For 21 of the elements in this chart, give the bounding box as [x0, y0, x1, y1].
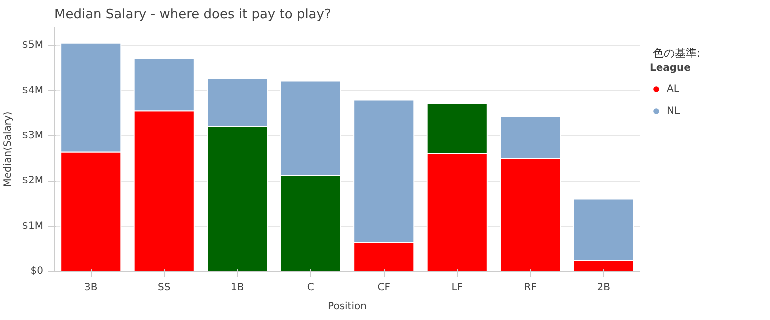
x-tick-label: 3B	[84, 282, 98, 294]
x-tick-label: SS	[158, 282, 171, 294]
x-tick-label: LF	[452, 282, 464, 294]
x-axis-title: Position	[328, 302, 367, 312]
chart-title: Median Salary - where does it pay to play?	[54, 8, 332, 22]
text: 色の基準:	[652, 47, 701, 60]
y-tick-label: $4M	[22, 85, 44, 96]
y-tick-label: $5M	[22, 40, 44, 52]
legend-title: League	[650, 63, 691, 74]
y-tick-label: $2M	[22, 176, 44, 187]
legend-label: NL	[667, 106, 682, 116]
y-tick-label: $3M	[22, 130, 44, 142]
y-tick-label: $0	[30, 266, 44, 277]
x-tick-label: C	[307, 282, 314, 294]
legend-label: AL	[667, 84, 680, 94]
x-tick-label: 2B	[597, 282, 611, 294]
x-tick-label: CF	[378, 282, 391, 294]
x-tick-label: 1B	[231, 282, 244, 294]
x-tick-label: RF	[524, 282, 538, 294]
y-axis-title: Median(Salary)	[3, 112, 14, 188]
y-tick-label: $1M	[22, 220, 44, 232]
